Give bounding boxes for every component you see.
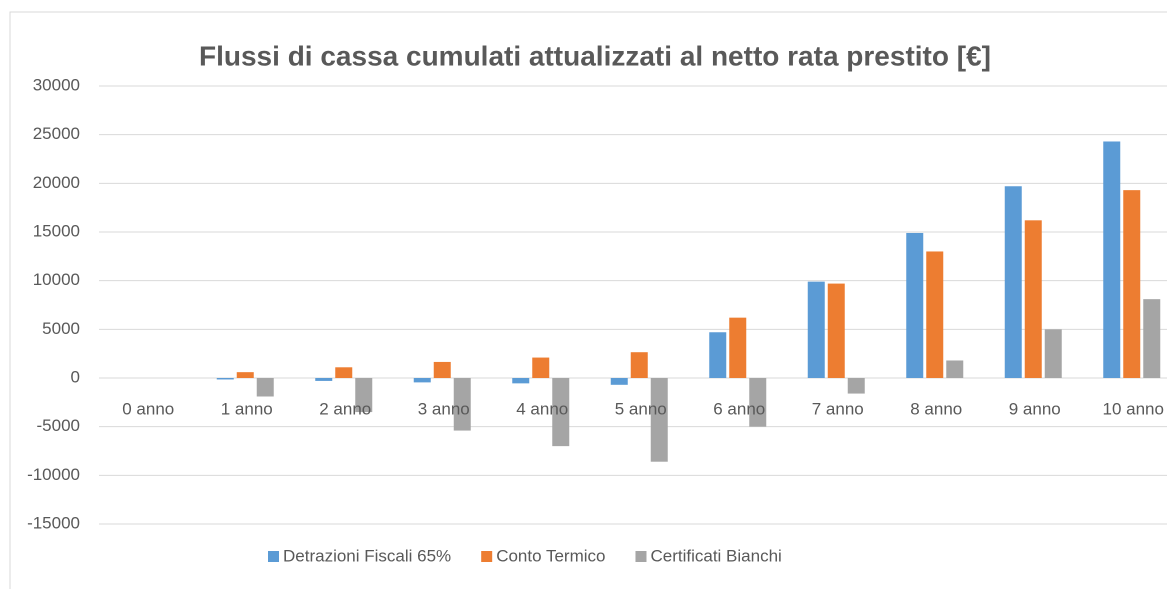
- chart-frame: [9, 11, 1167, 589]
- x-tick-label: 1 anno: [221, 399, 273, 418]
- bar: [729, 317, 747, 378]
- x-tick-label: 2 anno: [319, 399, 371, 418]
- bar: [709, 332, 727, 378]
- legend-swatch: [481, 551, 493, 562]
- bar: [610, 378, 628, 385]
- bar: [630, 352, 648, 378]
- bar: [413, 378, 431, 383]
- bar: [926, 251, 944, 378]
- bar: [216, 378, 234, 380]
- bar: [906, 232, 924, 378]
- bar: [1143, 299, 1161, 378]
- legend-label: Certificati Bianchi: [650, 546, 781, 565]
- bar: [453, 378, 471, 431]
- x-tick-label: 3 anno: [418, 399, 470, 418]
- bar: [1004, 186, 1022, 378]
- y-tick-label: 15000: [33, 221, 80, 240]
- bar: [1044, 329, 1062, 378]
- x-tick-label: 5 anno: [615, 399, 667, 418]
- bar: [1103, 141, 1121, 378]
- chart-title: Flussi di cassa cumulati attualizzati al…: [199, 40, 991, 71]
- bar: [532, 357, 550, 378]
- bar: [1024, 220, 1042, 378]
- bar: [236, 372, 254, 378]
- legend-swatch: [268, 551, 279, 562]
- bar: [749, 378, 767, 427]
- bar: [315, 378, 333, 381]
- y-tick-label: -5000: [37, 416, 80, 435]
- bar: [433, 361, 451, 378]
- legend-label: Conto Termico: [496, 546, 605, 565]
- bar: [552, 378, 570, 447]
- x-tick-label: 8 anno: [910, 399, 962, 418]
- y-tick-label: 5000: [42, 319, 80, 338]
- y-tick-label: 20000: [33, 173, 80, 192]
- bar: [847, 378, 865, 394]
- legend-label: Detrazioni Fiscali 65%: [283, 546, 451, 565]
- y-tick-label: 30000: [33, 75, 80, 94]
- bar: [256, 378, 274, 397]
- bar: [827, 283, 845, 378]
- bar: [650, 378, 668, 462]
- x-tick-label: 7 anno: [812, 399, 864, 418]
- x-tick-label: 0 anno: [122, 399, 174, 418]
- x-tick-label: 10 anno: [1103, 399, 1164, 418]
- bar: [1123, 190, 1141, 378]
- bar: [512, 378, 530, 384]
- y-tick-label: 0: [71, 367, 80, 386]
- bar: [355, 378, 373, 413]
- bar: [335, 367, 353, 378]
- y-tick-label: -10000: [27, 465, 80, 484]
- y-tick-label: 10000: [33, 270, 80, 289]
- bar: [807, 281, 825, 378]
- y-tick-label: 25000: [33, 124, 80, 143]
- x-tick-label: 4 anno: [516, 399, 568, 418]
- bar: [946, 360, 964, 378]
- x-tick-label: 6 anno: [713, 399, 765, 418]
- legend-swatch: [635, 551, 647, 562]
- x-tick-label: 9 anno: [1009, 399, 1061, 418]
- y-tick-label: -15000: [27, 513, 80, 532]
